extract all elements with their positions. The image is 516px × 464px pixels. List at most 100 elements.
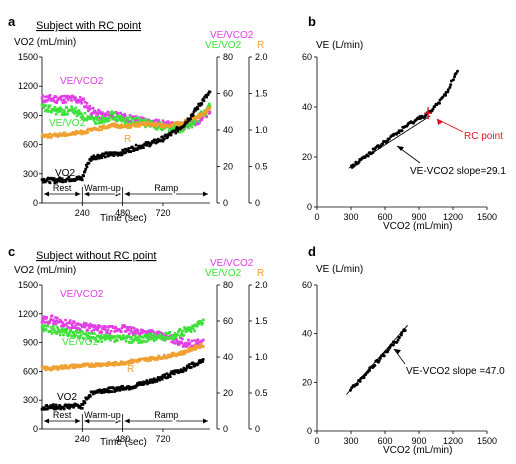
panel-c-data-point (176, 333, 180, 337)
panel-c-x-tick-label: 720 (155, 434, 170, 444)
panel-c-data-point (98, 335, 102, 339)
panel-a-data-point (111, 151, 115, 155)
panel-c-data-point (160, 338, 164, 341)
panel-c-data-point (121, 337, 124, 341)
panel-c-r-tick-label: 1.0 (255, 352, 268, 362)
panel-c-data-point (174, 335, 178, 339)
panel-b-data-point (454, 72, 458, 76)
panel-a-data-point (122, 115, 126, 118)
panel-c-data-point (88, 326, 92, 330)
panel-a-data-point (131, 146, 135, 150)
panel-a-data-point (40, 96, 44, 100)
panel-c-right-label-vevco2: VE/VCO2 (210, 258, 254, 269)
panel-b-data-point (387, 137, 391, 141)
panel-a-data-point (97, 156, 101, 160)
panel-b-slope-label: VE-VCO2 slope=29.1 (410, 166, 506, 177)
panel-a-x-tick-label: 480 (115, 208, 130, 218)
panel-a-data-point (134, 116, 138, 120)
panel-c-data-point (46, 407, 49, 411)
panel-c-data-point (62, 366, 65, 370)
panel-c-data-point (83, 364, 86, 368)
panel-letter-a: a (8, 14, 16, 29)
panel-c-data-point (71, 403, 75, 407)
panel-a-data-point (58, 108, 61, 111)
panel-a-data-point (197, 121, 201, 125)
panel-a-data-point (69, 109, 73, 112)
panel-a-data-point (153, 122, 157, 126)
panel-c-data-point (176, 341, 180, 345)
panel-a-data-point (63, 94, 67, 98)
panel-c-data-point (127, 326, 130, 329)
panel-c-data-point (141, 339, 145, 343)
panel-a-series-vo2 (40, 90, 212, 185)
panel-a-data-point (118, 114, 122, 118)
panel-c-data-point (46, 320, 49, 324)
panel-c-data-point (190, 326, 194, 330)
panel-c-ratio-tick-label: 80 (223, 280, 233, 290)
panel-c-data-point (181, 352, 185, 356)
panel-c-data-point (58, 333, 62, 337)
panel-c-data-point (161, 374, 165, 377)
panel-c-data-point (128, 387, 132, 390)
panel-a-data-point (74, 109, 78, 113)
panel-a-data-point (134, 119, 137, 122)
panel-c-series-ve-vco2 (40, 314, 205, 350)
panel-a-data-point (167, 130, 171, 133)
panel-c-data-point (50, 366, 53, 370)
panel-a-data-point (195, 119, 199, 123)
panel-a-data-point (73, 111, 77, 114)
panel-a-data-point (97, 128, 101, 132)
panel-a-data-point (156, 126, 159, 130)
panel-c-data-point (185, 344, 189, 348)
panel-c-data-point (188, 326, 192, 329)
panel-c-data-point (96, 334, 100, 337)
panel-a-data-point (83, 100, 87, 104)
panel-c-data-point (199, 360, 203, 363)
panel-a-data-point (201, 116, 204, 119)
panel-b-data-point (400, 129, 404, 133)
panel-a-data-point (55, 107, 59, 111)
panel-a-data-point (52, 177, 56, 180)
panel-d-x-tick-label: 300 (343, 436, 358, 446)
panel-a-data-point (145, 124, 149, 127)
panel-c-data-point (68, 407, 71, 410)
panel-a-data-point (179, 123, 182, 127)
panel-a-phase-label: Warm-up (84, 183, 121, 193)
panel-a-data-point (193, 123, 197, 127)
panel-a-data-point (205, 95, 208, 99)
panel-c-data-point (144, 340, 148, 343)
panel-a-data-point (204, 110, 208, 114)
panel-c-data-point (113, 340, 116, 343)
panel-c-data-point (108, 332, 112, 336)
panel-a-data-point (138, 144, 141, 148)
panel-a-data-point (132, 115, 136, 119)
panel-a-data-point (54, 132, 57, 136)
panel-c-data-point (197, 322, 200, 326)
panel-c-data-point (187, 350, 191, 353)
panel-d-y-tick-label: 20 (302, 377, 312, 387)
panel-a-data-point (72, 95, 75, 98)
panel-c-data-point (120, 360, 124, 364)
panel-c-data-point (72, 363, 76, 366)
panel-c-data-point (61, 322, 65, 325)
panel-c-data-point (45, 316, 49, 319)
panel-a-data-point (129, 126, 133, 129)
panel-a-data-point (61, 132, 65, 135)
panel-a-data-point (198, 104, 202, 107)
panel-c-data-point (130, 358, 133, 362)
panel-a-data-point (142, 119, 145, 122)
panel-c-data-point (150, 381, 153, 384)
panel-c-data-point (107, 325, 111, 328)
panel-c-data-point (136, 382, 139, 385)
panel-a-data-point (139, 118, 143, 121)
panel-a-data-point (48, 94, 52, 97)
panel-d-x-tick-label: 600 (377, 436, 392, 446)
panel-a-data-point (113, 122, 116, 126)
panel-c-data-point (199, 343, 203, 346)
panel-c-data-point (177, 329, 181, 333)
panel-a-data-point (86, 106, 89, 110)
panel-c-data-point (90, 330, 94, 333)
panel-c-data-point (66, 334, 70, 338)
panel-a-data-point (125, 119, 128, 123)
panel-c-data-point (148, 329, 151, 332)
